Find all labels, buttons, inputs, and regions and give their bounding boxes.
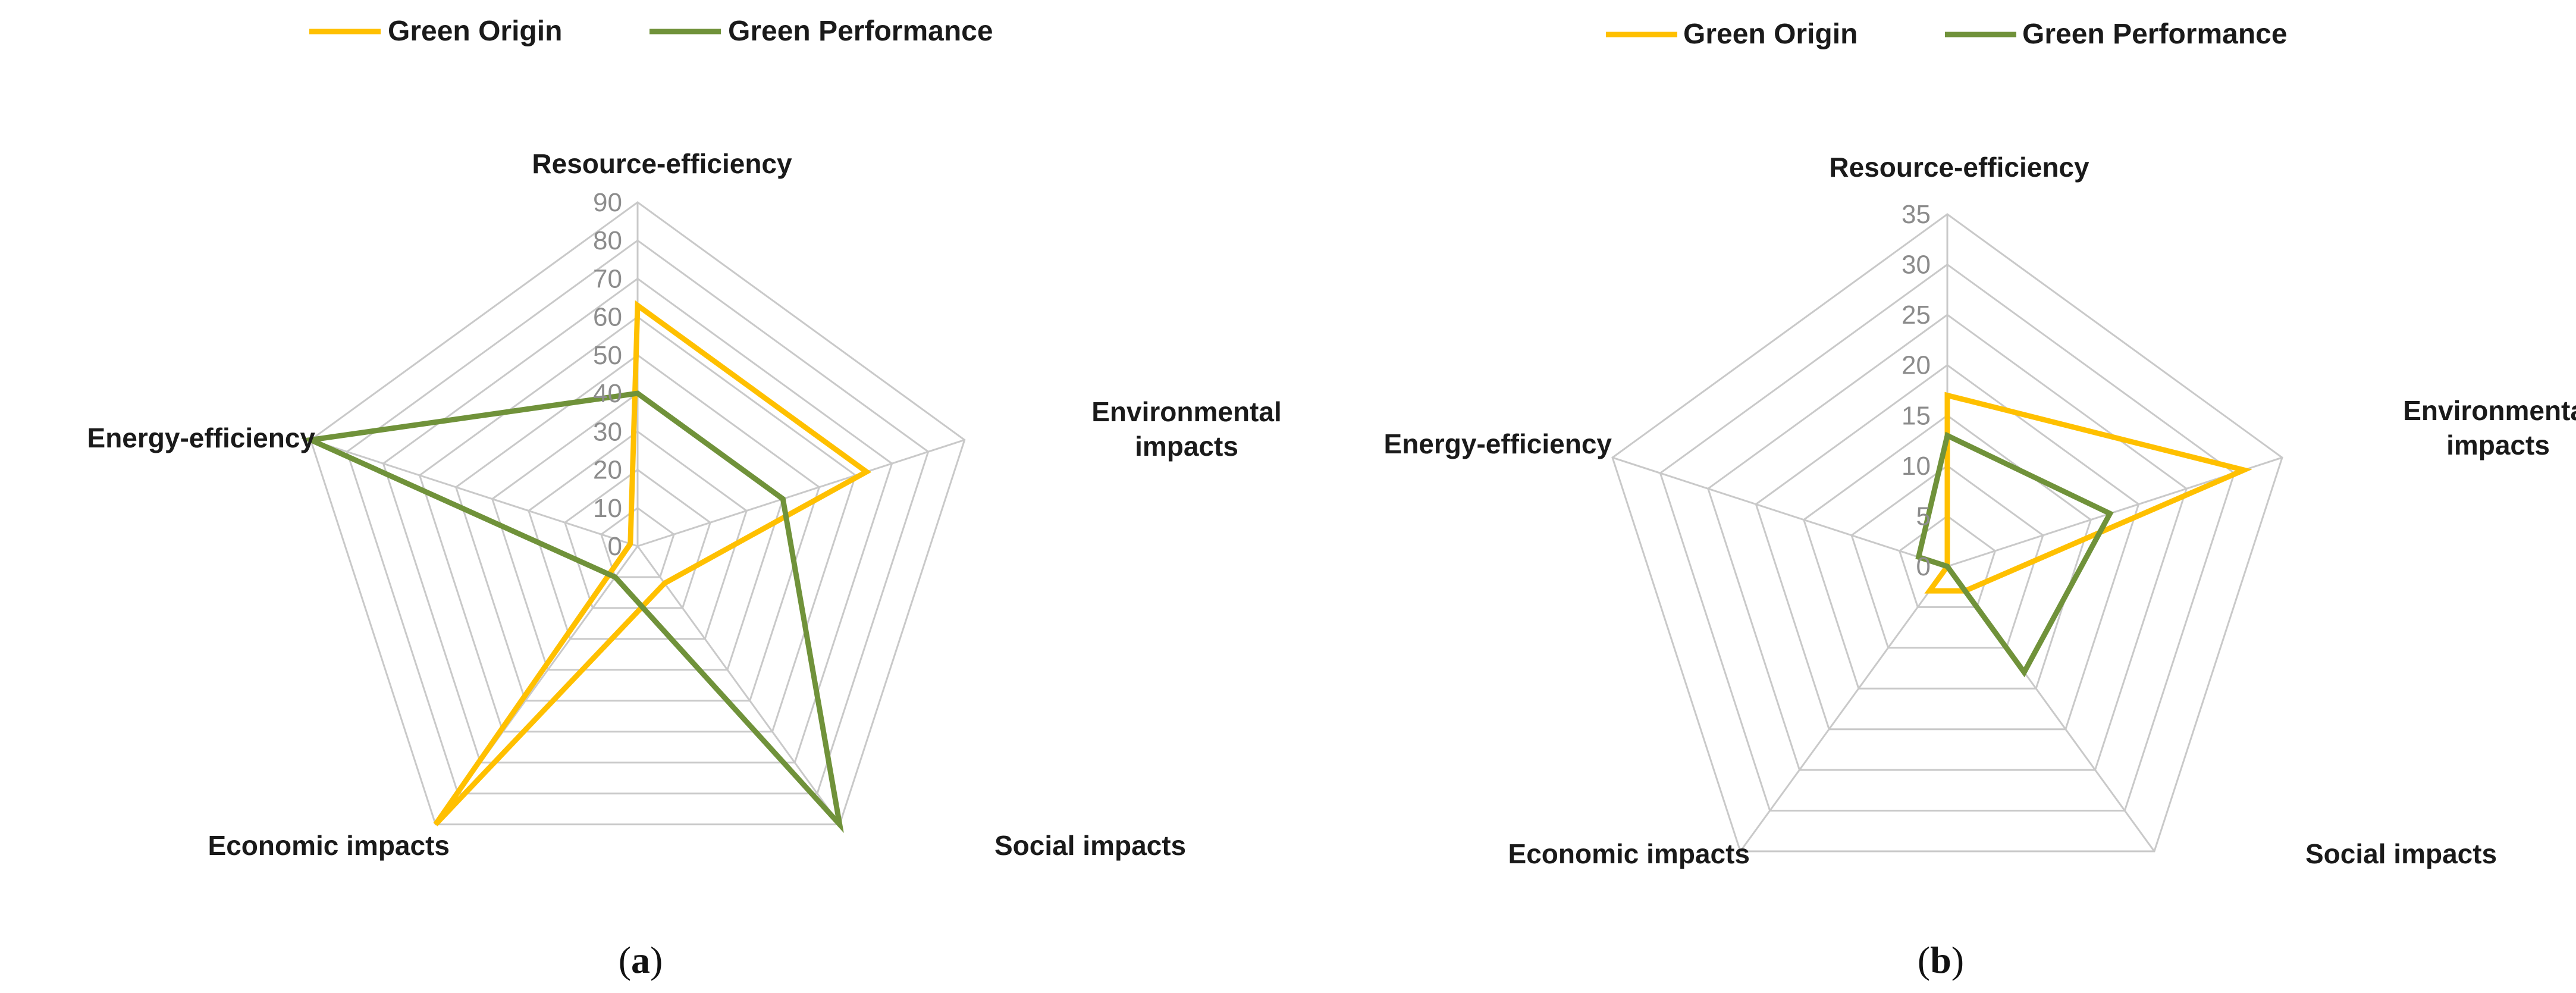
tick-label: 90 (593, 188, 622, 217)
tick-label: 70 (593, 264, 622, 293)
tick-label: 60 (593, 303, 622, 332)
grid-ring-30 (1659, 263, 2236, 812)
tick-label: 30 (1902, 250, 1931, 280)
caption-a: (a) (619, 939, 663, 981)
category-label-social-impacts: Social impacts (2305, 838, 2497, 869)
radar-chart-a: 0 10 20 30 40 50 60 70 80 90 Resource-efficiency En… (87, 148, 1282, 861)
tick-label: 15 (1902, 401, 1931, 430)
category-label-social-impacts: Social impacts (994, 830, 1186, 861)
tick-label: 30 (593, 417, 622, 446)
grid-ring-10 (1850, 465, 2044, 649)
grid-ring-5 (1898, 515, 1997, 608)
tick-label: 10 (1902, 452, 1931, 481)
grid-ring-80 (346, 239, 930, 795)
axis-spoke-economic-impacts (1739, 566, 1949, 852)
category-label-resource-efficiency: Resource-efficiency (1829, 152, 2089, 183)
series-green-origin (433, 300, 872, 826)
radar-chart-b: 0 5 10 15 20 25 30 35 Resource-efficiency Environ… (1384, 152, 2576, 869)
category-label-resource-efficiency: Resource-efficiency (532, 148, 792, 179)
legend-label-green-origin: Green Origin (1683, 18, 1858, 50)
category-label-energy-efficiency: Energy-efficiency (1384, 428, 1612, 459)
caption-b: (b) (1918, 939, 1964, 981)
axis-spoke-social-impacts (636, 546, 840, 825)
tick-label: 20 (1902, 351, 1931, 380)
axis-spoke-environmental-impacts (637, 438, 965, 547)
category-label-energy-efficiency: Energy-efficiency (87, 422, 316, 453)
tick-label: 10 (593, 494, 622, 523)
series-green-origin (1924, 391, 2252, 594)
grid-ring-25 (1707, 314, 2188, 771)
tick-label: 5 (1916, 502, 1931, 531)
tick-label: 50 (593, 341, 622, 370)
caption-letter-a: a (631, 939, 650, 981)
axis-spoke-energy-efficiency (310, 438, 638, 547)
legend-label-green-performance: Green Performance (728, 15, 993, 47)
grid-ring-30 (528, 430, 748, 640)
grid-ring-50 (454, 354, 821, 702)
series-green-performance (1915, 431, 2114, 678)
tick-label: 25 (1902, 300, 1931, 330)
legend-label-green-origin: Green Origin (388, 15, 562, 47)
grid-ring-70 (382, 277, 893, 764)
caption-letter-b: b (1930, 939, 1951, 981)
grid-ring-35 (1611, 213, 2283, 853)
category-label-economic-impacts: Economic impacts (1508, 838, 1750, 869)
legend-a: Green Origin Green Performance (309, 15, 993, 47)
grid-ring-90 (309, 201, 966, 826)
category-label-environmental-impacts: Environmental impacts (1091, 396, 1282, 462)
tick-label: 20 (593, 456, 622, 485)
grid-ring-15 (1802, 414, 2092, 690)
category-label-environmental-impacts: Environmental impacts (2403, 395, 2576, 461)
tick-label: 40 (593, 379, 622, 408)
tick-label: 0 (1916, 552, 1931, 581)
grid-ring-60 (418, 315, 857, 733)
tick-label: 80 (593, 226, 622, 255)
axis-spoke-energy-efficiency (1612, 456, 1948, 568)
grid-ring-20 (1755, 364, 2140, 731)
series-green-performance (301, 390, 844, 834)
legend-b: Green Origin Green Performance (1606, 18, 2288, 50)
category-label-economic-impacts: Economic impacts (208, 830, 450, 861)
tick-label: 35 (1902, 200, 1931, 229)
grid-ring-10 (600, 506, 675, 578)
tick-label: 0 (608, 532, 622, 561)
legend-label-green-performance: Green Performance (2022, 18, 2288, 50)
